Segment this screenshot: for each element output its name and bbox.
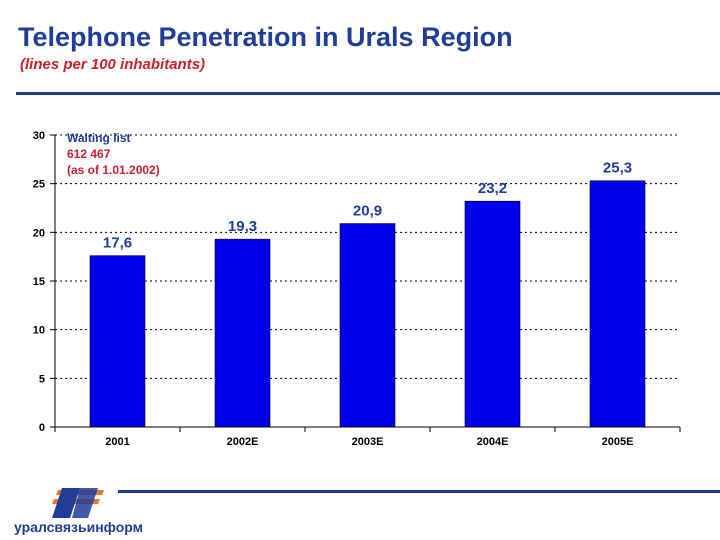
bar <box>589 180 646 428</box>
bar <box>339 223 396 428</box>
annotation-value: 612 467 <box>67 147 111 161</box>
company-logo-text: уралсвязьинформ <box>14 519 143 535</box>
company-logo-icon <box>52 488 104 518</box>
y-tick-label: 5 <box>39 373 45 385</box>
bar <box>214 238 271 428</box>
y-tick-label: 15 <box>33 276 45 288</box>
bar <box>464 200 521 428</box>
bar-value-label: 25,3 <box>603 160 632 177</box>
x-tick-label: 2004E <box>477 436 509 448</box>
x-tick-label: 2001 <box>105 436 129 448</box>
footer-divider <box>118 490 720 493</box>
bar-value-label: 19,3 <box>228 218 257 235</box>
page-subtitle: (lines per 100 inhabitants) <box>20 56 206 73</box>
annotation-note: (as of 1.01.2002) <box>67 163 160 177</box>
bar-value-label: 23,2 <box>478 180 507 197</box>
y-tick-label: 0 <box>39 422 45 434</box>
bar <box>89 255 146 428</box>
x-tick-label: 2005E <box>602 436 634 448</box>
annotation-title: Waiting list <box>67 131 131 145</box>
y-tick-label: 10 <box>33 325 45 337</box>
page-title: Telephone Penetration in Urals Region <box>18 22 513 52</box>
waiting-list-annotation: Waiting list 612 467 (as of 1.01.2002) <box>67 130 160 178</box>
y-tick-label: 25 <box>33 179 45 191</box>
y-tick-label: 30 <box>33 130 45 142</box>
title-divider <box>16 92 720 95</box>
x-tick-label: 2003E <box>352 436 384 448</box>
y-tick-label: 20 <box>33 227 45 239</box>
bar-value-label: 20,9 <box>353 203 382 220</box>
x-tick-label: 2002E <box>227 436 259 448</box>
bar-value-label: 17,6 <box>103 235 132 252</box>
